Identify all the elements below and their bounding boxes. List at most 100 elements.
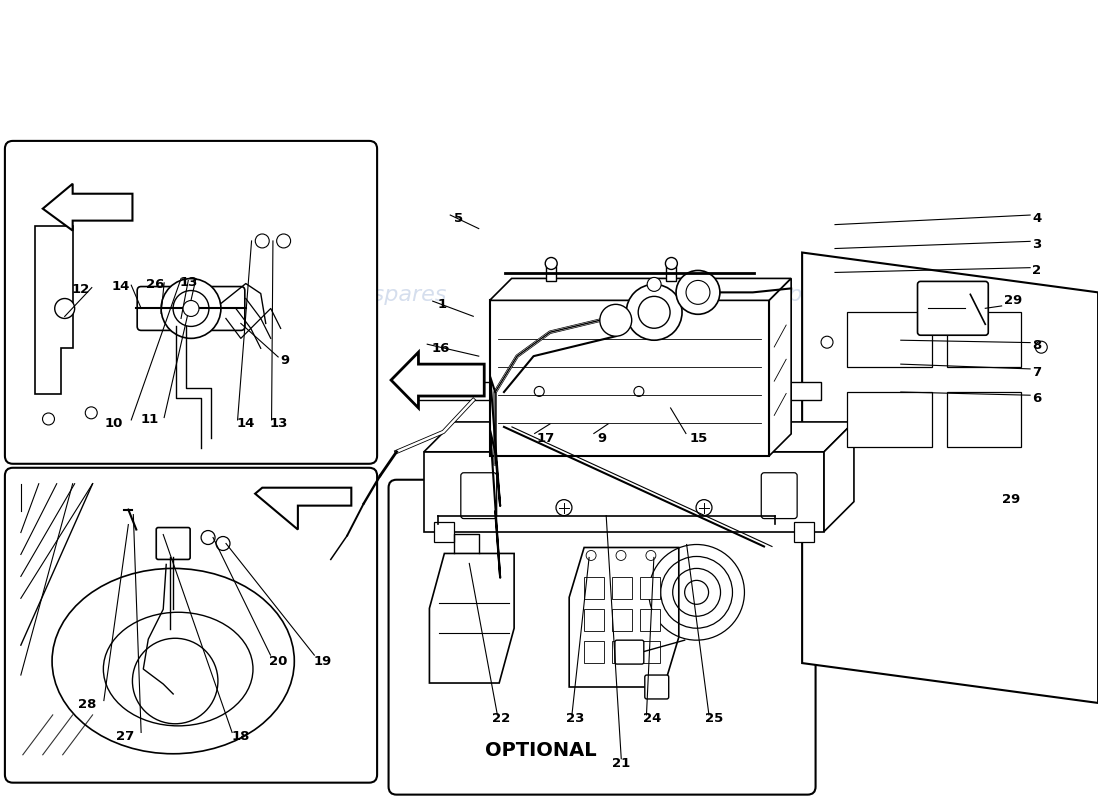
FancyBboxPatch shape xyxy=(388,480,815,794)
Polygon shape xyxy=(424,422,854,452)
Text: 4: 4 xyxy=(1032,212,1042,225)
Text: 20: 20 xyxy=(270,655,287,668)
Bar xyxy=(847,392,932,447)
Circle shape xyxy=(676,270,719,314)
Text: 17: 17 xyxy=(537,432,556,445)
Circle shape xyxy=(666,258,678,270)
Text: 6: 6 xyxy=(1032,392,1042,405)
Bar xyxy=(547,263,557,282)
Circle shape xyxy=(277,234,290,248)
Circle shape xyxy=(55,298,75,318)
Text: 13: 13 xyxy=(271,418,288,430)
Circle shape xyxy=(638,296,670,328)
FancyBboxPatch shape xyxy=(761,473,798,518)
FancyBboxPatch shape xyxy=(4,141,377,464)
Circle shape xyxy=(546,258,558,270)
Circle shape xyxy=(434,386,444,397)
FancyBboxPatch shape xyxy=(645,675,669,699)
Text: 12: 12 xyxy=(72,283,90,297)
Text: 25: 25 xyxy=(705,712,724,726)
Polygon shape xyxy=(490,278,791,300)
Text: 21: 21 xyxy=(612,757,630,770)
Polygon shape xyxy=(35,226,73,394)
Polygon shape xyxy=(429,554,514,683)
Text: 27: 27 xyxy=(116,730,134,743)
Polygon shape xyxy=(569,547,679,687)
FancyBboxPatch shape xyxy=(138,286,245,330)
Text: eurospares: eurospares xyxy=(727,286,851,306)
Circle shape xyxy=(183,301,199,317)
Text: 9: 9 xyxy=(597,432,606,445)
Bar xyxy=(847,312,932,367)
Text: 18: 18 xyxy=(232,730,250,743)
Text: 19: 19 xyxy=(314,655,332,668)
Polygon shape xyxy=(802,253,1098,703)
Text: 7: 7 xyxy=(1032,366,1042,378)
Text: 5: 5 xyxy=(453,212,463,225)
Circle shape xyxy=(43,413,55,425)
FancyBboxPatch shape xyxy=(156,527,190,559)
Circle shape xyxy=(821,336,833,348)
Circle shape xyxy=(1035,342,1047,353)
Text: 24: 24 xyxy=(642,712,661,726)
Circle shape xyxy=(647,278,661,291)
Polygon shape xyxy=(824,422,854,531)
Text: 29: 29 xyxy=(1004,294,1022,307)
Text: 14: 14 xyxy=(236,418,254,430)
Circle shape xyxy=(646,550,656,561)
Polygon shape xyxy=(255,488,351,530)
Text: 2: 2 xyxy=(1032,264,1042,278)
Bar xyxy=(612,578,632,599)
Text: 10: 10 xyxy=(104,418,123,430)
Text: OPTIONAL: OPTIONAL xyxy=(485,742,596,760)
Text: 13: 13 xyxy=(179,275,197,289)
FancyBboxPatch shape xyxy=(4,468,377,782)
Text: 28: 28 xyxy=(78,698,97,711)
Text: eurospares: eurospares xyxy=(727,564,851,584)
Polygon shape xyxy=(392,352,484,408)
Circle shape xyxy=(696,500,712,515)
Bar xyxy=(612,641,632,663)
Text: 3: 3 xyxy=(1032,238,1042,251)
FancyBboxPatch shape xyxy=(615,640,644,664)
Ellipse shape xyxy=(52,569,295,754)
Bar xyxy=(640,610,660,631)
Ellipse shape xyxy=(103,612,253,726)
Circle shape xyxy=(255,234,270,248)
Circle shape xyxy=(626,285,682,340)
Bar xyxy=(433,522,454,542)
Circle shape xyxy=(132,638,218,724)
Text: eurospares: eurospares xyxy=(134,564,258,584)
Text: 22: 22 xyxy=(492,712,509,726)
Text: 16: 16 xyxy=(431,342,450,354)
Polygon shape xyxy=(769,278,791,456)
Bar xyxy=(640,641,660,663)
Circle shape xyxy=(173,290,209,326)
Bar xyxy=(584,578,604,599)
Text: 15: 15 xyxy=(690,432,707,445)
Circle shape xyxy=(535,386,544,397)
Bar xyxy=(947,392,1022,447)
Bar xyxy=(612,610,632,631)
Text: 23: 23 xyxy=(566,712,584,726)
Bar xyxy=(584,610,604,631)
Bar xyxy=(490,300,769,456)
Text: 29: 29 xyxy=(1002,493,1020,506)
Text: 8: 8 xyxy=(1032,339,1042,352)
Text: 14: 14 xyxy=(111,280,130,294)
Bar xyxy=(667,263,676,282)
Circle shape xyxy=(634,386,643,397)
Circle shape xyxy=(600,304,631,336)
FancyBboxPatch shape xyxy=(461,473,497,518)
Polygon shape xyxy=(43,184,132,230)
Circle shape xyxy=(556,500,572,515)
Bar xyxy=(640,578,660,599)
Circle shape xyxy=(686,281,710,304)
Circle shape xyxy=(586,550,596,561)
Circle shape xyxy=(616,550,626,561)
Circle shape xyxy=(161,278,221,338)
Bar xyxy=(409,382,821,400)
Bar xyxy=(947,312,1022,367)
FancyBboxPatch shape xyxy=(917,282,988,335)
Bar xyxy=(584,641,604,663)
